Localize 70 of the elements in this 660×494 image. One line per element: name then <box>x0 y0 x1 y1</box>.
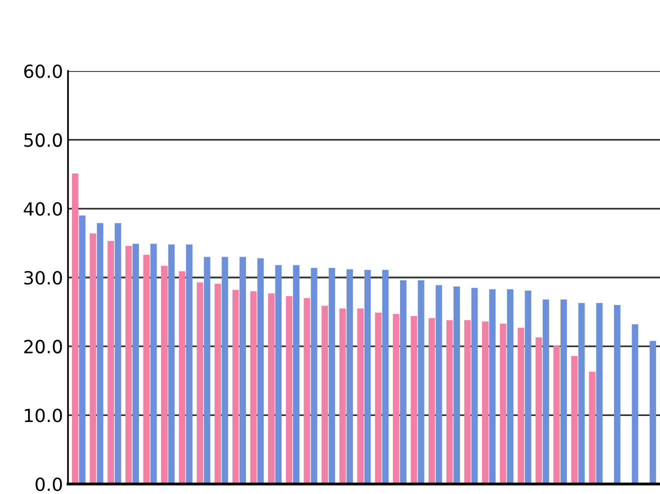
bar <box>524 290 532 484</box>
bar <box>346 269 353 484</box>
bar <box>339 308 346 484</box>
bar <box>471 288 478 484</box>
bar <box>375 312 382 484</box>
bar <box>650 340 656 484</box>
bar <box>304 298 310 484</box>
bar <box>322 306 328 484</box>
bar <box>482 322 488 484</box>
bar <box>150 244 157 484</box>
bar <box>214 284 221 484</box>
bar <box>464 320 471 484</box>
bar <box>500 324 506 484</box>
bar <box>578 302 585 484</box>
bar <box>542 300 550 484</box>
bar <box>257 258 264 484</box>
bar <box>553 346 560 484</box>
bar <box>410 316 418 484</box>
bar <box>268 293 274 484</box>
bar <box>293 265 300 484</box>
y-tick-label: 10.0 <box>24 408 62 422</box>
bar <box>518 328 524 484</box>
bar <box>364 270 371 484</box>
bar <box>632 324 638 484</box>
bar <box>614 305 620 484</box>
bar <box>196 282 204 484</box>
bar <box>382 270 389 484</box>
bar <box>560 300 567 484</box>
bar <box>250 291 257 484</box>
bar <box>536 337 542 484</box>
bar <box>143 254 150 484</box>
bar <box>596 302 603 484</box>
bar <box>108 241 114 484</box>
bar <box>507 289 514 484</box>
y-tick-label: 40.0 <box>24 202 62 216</box>
bar <box>328 268 336 484</box>
bar <box>168 244 175 484</box>
bar <box>222 256 228 484</box>
bar <box>125 246 132 484</box>
bar <box>446 320 453 484</box>
bar <box>240 256 246 484</box>
bar <box>178 271 186 484</box>
bar <box>90 233 96 484</box>
y-tick-label: 30.0 <box>24 270 62 285</box>
bar <box>72 174 78 484</box>
bar <box>232 290 239 484</box>
bar <box>436 285 442 484</box>
bar <box>79 216 86 484</box>
bar <box>489 289 496 484</box>
bar <box>132 244 139 484</box>
bar <box>357 308 364 484</box>
y-tick-label: 60.0 <box>24 64 62 78</box>
y-tick-label: 0.0 <box>36 477 62 492</box>
bar <box>286 296 292 484</box>
bar <box>454 286 460 484</box>
bar <box>204 256 210 484</box>
bar <box>275 265 282 484</box>
bar <box>400 280 406 484</box>
y-tick-label: 20.0 <box>24 340 62 354</box>
bar <box>428 318 435 484</box>
bar <box>392 314 400 484</box>
bar <box>310 268 318 484</box>
bar <box>186 244 192 484</box>
bar <box>589 372 596 484</box>
bar <box>161 266 168 484</box>
bar <box>418 280 424 484</box>
bar <box>114 223 122 484</box>
y-tick-label: 50.0 <box>24 133 62 147</box>
bar <box>571 356 578 484</box>
bar <box>96 223 104 484</box>
